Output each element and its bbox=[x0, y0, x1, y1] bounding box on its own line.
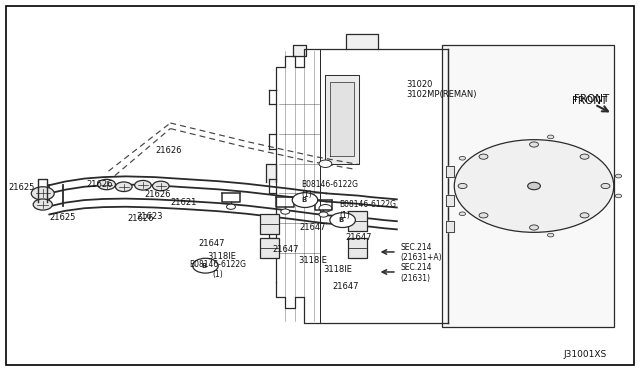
Text: 21621: 21621 bbox=[170, 198, 196, 207]
Circle shape bbox=[33, 199, 52, 210]
Circle shape bbox=[615, 194, 621, 198]
Circle shape bbox=[134, 180, 151, 190]
Polygon shape bbox=[266, 164, 276, 182]
Text: 21647: 21647 bbox=[300, 223, 326, 232]
Text: 21625: 21625 bbox=[49, 213, 76, 222]
Text: 21623: 21623 bbox=[136, 212, 163, 221]
Circle shape bbox=[115, 182, 132, 192]
Text: SEC.214
(21631+A): SEC.214 (21631+A) bbox=[400, 243, 442, 262]
Circle shape bbox=[98, 179, 115, 190]
Text: 31020
3102MP(REMAN): 31020 3102MP(REMAN) bbox=[406, 80, 477, 99]
Circle shape bbox=[488, 159, 580, 213]
Circle shape bbox=[193, 258, 218, 273]
Text: 3118lE: 3118lE bbox=[323, 265, 353, 274]
Circle shape bbox=[152, 181, 169, 191]
Circle shape bbox=[454, 140, 614, 232]
Text: FRONT: FRONT bbox=[572, 96, 607, 106]
Polygon shape bbox=[446, 195, 454, 206]
Circle shape bbox=[330, 213, 355, 228]
Circle shape bbox=[281, 209, 290, 214]
Text: B: B bbox=[301, 197, 307, 203]
Circle shape bbox=[615, 174, 621, 178]
Circle shape bbox=[529, 142, 538, 147]
Text: 21626: 21626 bbox=[156, 146, 182, 155]
Circle shape bbox=[547, 233, 554, 237]
Circle shape bbox=[459, 212, 465, 216]
Polygon shape bbox=[330, 82, 354, 156]
Circle shape bbox=[458, 183, 467, 189]
FancyBboxPatch shape bbox=[348, 211, 367, 231]
Text: FRONT: FRONT bbox=[574, 94, 609, 104]
Text: B08146-6122G
(1): B08146-6122G (1) bbox=[189, 260, 246, 279]
Text: 21647: 21647 bbox=[333, 282, 359, 291]
Circle shape bbox=[527, 182, 540, 190]
Circle shape bbox=[31, 187, 54, 200]
Text: B08146-6122G
(1): B08146-6122G (1) bbox=[339, 201, 396, 220]
FancyBboxPatch shape bbox=[260, 238, 279, 258]
Text: 21647: 21647 bbox=[346, 233, 372, 243]
Circle shape bbox=[472, 150, 596, 222]
FancyBboxPatch shape bbox=[442, 45, 614, 327]
Polygon shape bbox=[446, 221, 454, 232]
Circle shape bbox=[319, 212, 328, 217]
Circle shape bbox=[292, 193, 317, 208]
Circle shape bbox=[319, 160, 332, 167]
Text: SEC.214
(21631): SEC.214 (21631) bbox=[400, 263, 431, 283]
Polygon shape bbox=[446, 166, 454, 177]
Circle shape bbox=[520, 178, 548, 194]
Circle shape bbox=[529, 225, 538, 230]
Circle shape bbox=[506, 169, 563, 203]
Text: 3118lE: 3118lE bbox=[299, 256, 328, 264]
Circle shape bbox=[547, 135, 554, 139]
Text: J31001XS: J31001XS bbox=[563, 350, 607, 359]
Text: 21626: 21626 bbox=[86, 180, 113, 189]
Circle shape bbox=[479, 213, 488, 218]
Text: 21647: 21647 bbox=[273, 244, 300, 253]
Circle shape bbox=[580, 154, 589, 159]
Text: 21647: 21647 bbox=[198, 239, 225, 248]
Circle shape bbox=[227, 204, 236, 209]
Text: B: B bbox=[339, 217, 344, 223]
Circle shape bbox=[580, 213, 589, 218]
Circle shape bbox=[319, 205, 332, 212]
Text: 21626: 21626 bbox=[145, 190, 172, 199]
Text: 3118lE: 3118lE bbox=[207, 252, 236, 261]
Circle shape bbox=[601, 183, 610, 189]
Text: B: B bbox=[202, 263, 207, 269]
Polygon shape bbox=[294, 45, 307, 56]
Polygon shape bbox=[325, 75, 358, 164]
Polygon shape bbox=[346, 34, 378, 49]
FancyBboxPatch shape bbox=[348, 238, 367, 258]
Text: 21625: 21625 bbox=[8, 183, 35, 192]
Text: 21626: 21626 bbox=[127, 214, 154, 223]
Circle shape bbox=[459, 156, 465, 160]
Text: B08146-6122G
(1): B08146-6122G (1) bbox=[301, 180, 358, 199]
FancyBboxPatch shape bbox=[260, 214, 279, 234]
Circle shape bbox=[479, 154, 488, 159]
